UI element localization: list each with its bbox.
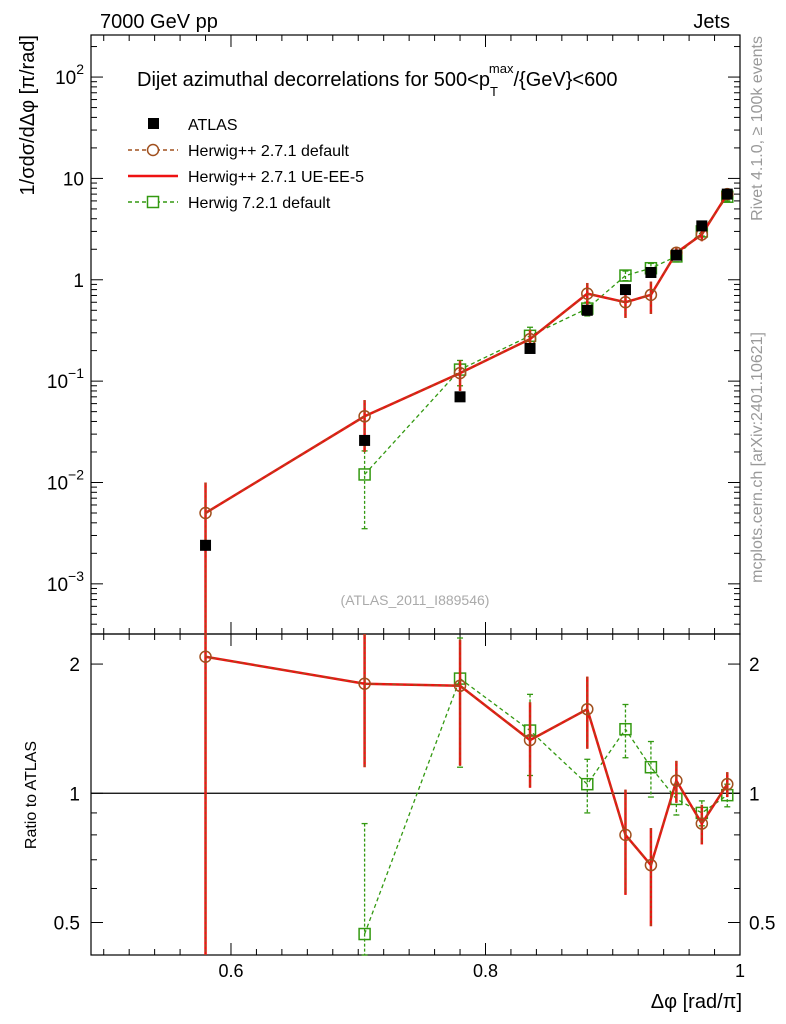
y-tick-label: 10−1 (47, 365, 84, 393)
main-hpp-default-point (581, 287, 594, 300)
main-atlas-point (696, 220, 708, 232)
main-hpp-default-point (358, 410, 371, 423)
y-tick-base: 10 (47, 575, 68, 596)
main-atlas-point (200, 539, 212, 551)
y-tick-label: 10−2 (47, 466, 84, 494)
ratio-hpp-default-point (619, 828, 632, 842)
main-atlas-point (524, 342, 536, 354)
ratio-hpp-default-point (523, 733, 537, 747)
ratio-h7-default-line (363, 677, 728, 935)
y-tick-exp: 2 (76, 61, 84, 77)
y-tick-label: 10 (63, 169, 84, 190)
ratio-h7-default-point (581, 777, 594, 791)
y-tick-base: 10 (63, 169, 84, 190)
main-h7-default-line (364, 196, 728, 475)
title-sub: T (490, 84, 498, 99)
y-tick-exp: −3 (68, 568, 84, 584)
legend-label-hpp-ueee5: Herwig++ 2.7.1 UE-EE-5 (188, 169, 364, 186)
ratio-hpp-default-line (205, 656, 728, 867)
ratio-y-tick-label-right: 0.5 (749, 913, 775, 934)
ratio-hpp-default-point (721, 777, 734, 791)
x-tick-label: 1 (735, 961, 745, 981)
ratio-hpp-default-point (695, 817, 709, 830)
ratio-h7-default-point (358, 927, 371, 941)
ratio-hpp-default-point (670, 774, 683, 787)
legend-label-h7-default: Herwig 7.2.1 default (188, 195, 331, 212)
x-tick-label: 0.8 (473, 961, 498, 981)
y-tick-exp: −1 (68, 365, 84, 381)
ratio-hpp-ueee5-line (205, 655, 729, 868)
legend-label-atlas: ATLAS (188, 117, 238, 134)
ratio-y-tick-label: 1 (69, 784, 80, 805)
ratio-y-tick-label: 0.5 (54, 913, 80, 934)
ratio-y-tick-label-right: 2 (749, 655, 760, 676)
main-atlas-point (670, 249, 682, 261)
y-tick-base: 10 (47, 473, 68, 494)
ratio-panel-frame (90, 633, 741, 956)
ratio-y-tick-label: 2 (69, 655, 80, 676)
legend: ATLAS Herwig++ 2.7.1 default Herwig++ 2.… (128, 117, 364, 212)
y-tick-base: 1 (73, 271, 84, 292)
main-hpp-default-point (619, 296, 632, 309)
title-pre: Dijet azimuthal decorrelations for 500<p (137, 69, 490, 91)
chart-title: Dijet azimuthal decorrelations for 500<p… (137, 61, 617, 99)
y-tick-base: 10 (47, 372, 68, 393)
main-hpp-default-point (199, 506, 212, 520)
legend-marker-hpp-default (146, 143, 160, 157)
y-tick-exp: −2 (68, 466, 84, 482)
main-hpp-default-point (453, 366, 467, 380)
legend-marker-atlas (148, 118, 159, 129)
title-sup: max (489, 61, 514, 76)
main-atlas-point (454, 391, 466, 403)
main-atlas-point (645, 266, 657, 278)
main-h7-default-point (358, 468, 371, 481)
ratio-hpp-default-point (644, 858, 658, 872)
title-post: /{GeV}<600 (513, 69, 617, 91)
x-tick-label: 0.6 (218, 961, 243, 981)
main-hpp-default-point (644, 288, 658, 302)
y-tick-label: 102 (55, 61, 84, 89)
x-axis-label: Δφ [rad/π] (651, 991, 742, 1013)
rivet-label: Rivet 4.1.0, ≥ 100k events (749, 36, 766, 221)
analysis-id: (ATLAS_2011_I889546) (341, 592, 490, 608)
y-axis-label: 1/σdσ/dΔφ [π/rad] (17, 35, 39, 195)
legend-label-hpp-default: Herwig++ 2.7.1 default (188, 143, 350, 160)
main-hpp-default-line (205, 193, 728, 514)
ratio-h7-default-point (619, 722, 632, 736)
y-tick-label: 10−3 (47, 568, 84, 596)
main-h7-default-point (619, 269, 632, 282)
main-atlas-point (359, 434, 371, 446)
mcplots-label: mcplots.cern.ch [arXiv:2401.10621] (749, 332, 766, 583)
ratio-y-tick-label-right: 1 (749, 784, 760, 805)
ratio-hpp-default-point (453, 679, 467, 693)
y-tick-label: 1 (73, 271, 84, 292)
ratio-y-axis-label: Ratio to ATLAS (23, 741, 40, 849)
main-atlas-point (619, 284, 631, 296)
ratio-hpp-default-point (199, 650, 212, 664)
header-left: 7000 GeV pp (100, 11, 218, 33)
legend-marker-h7-default (146, 195, 160, 209)
ratio-h7-default-point (644, 760, 658, 774)
header-right: Jets (693, 11, 730, 33)
y-tick-base: 10 (55, 68, 76, 89)
ratio-hpp-default-point (581, 702, 594, 716)
ratio-hpp-default-point (358, 677, 371, 690)
main-atlas-point (581, 304, 593, 316)
main-atlas-point (721, 188, 733, 200)
